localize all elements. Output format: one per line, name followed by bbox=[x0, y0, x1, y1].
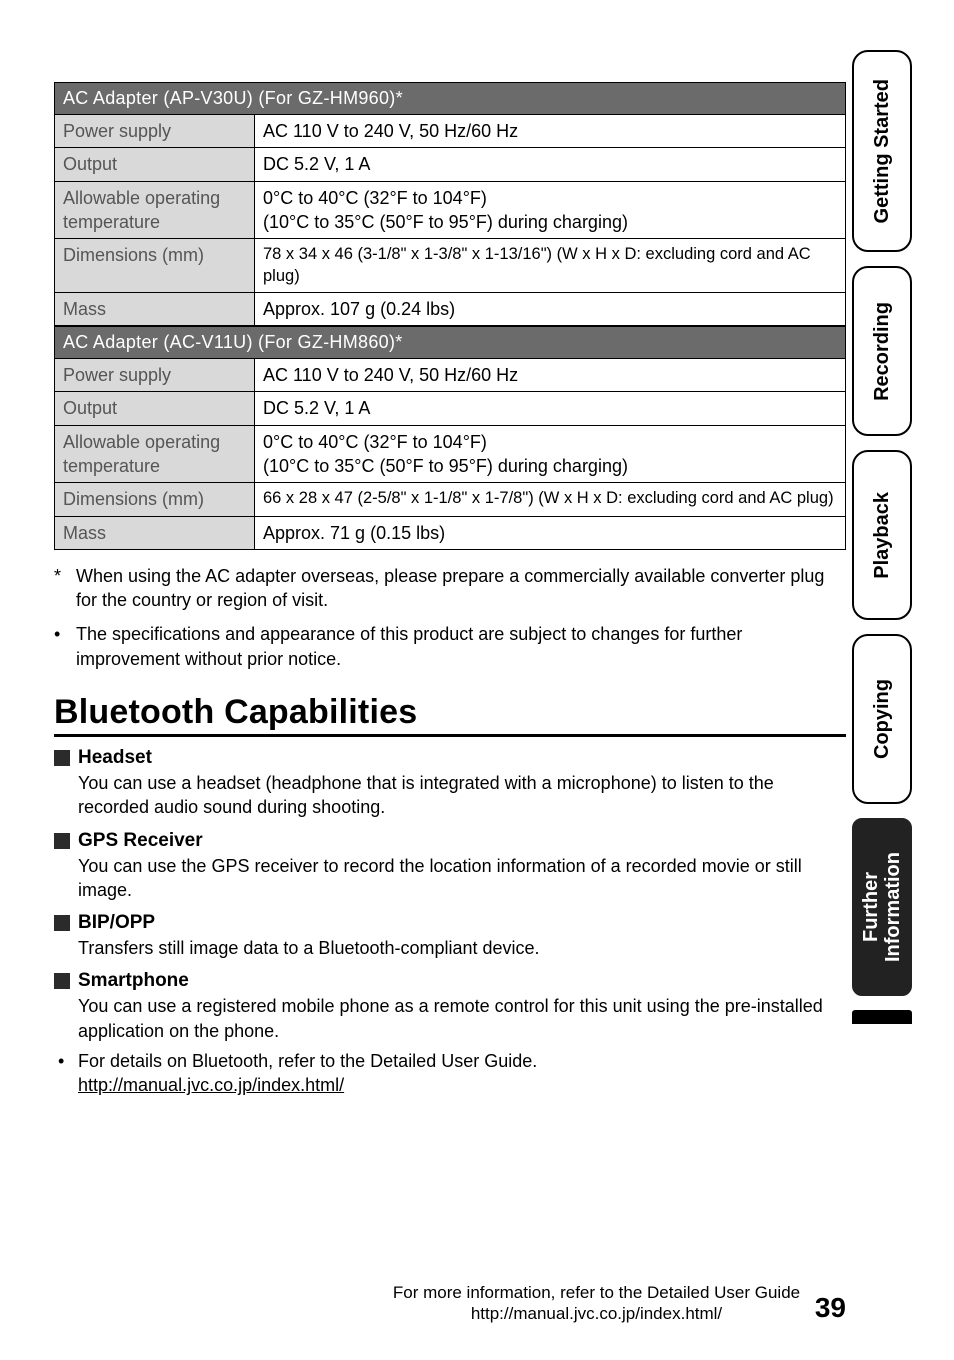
page-footer: For more information, refer to the Detai… bbox=[54, 1282, 846, 1325]
tab-label: Getting Started bbox=[871, 79, 894, 223]
square-bullet-icon bbox=[54, 973, 70, 989]
row-label: Power supply bbox=[55, 359, 255, 392]
row-value: Approx. 71 g (0.15 lbs) bbox=[255, 516, 846, 549]
row-value: DC 5.2 V, 1 A bbox=[255, 392, 846, 425]
bt-footnote: • For details on Bluetooth, refer to the… bbox=[58, 1049, 846, 1098]
bt-item-title: Smartphone bbox=[78, 970, 189, 992]
footer-line1: For more information, refer to the Detai… bbox=[393, 1283, 800, 1302]
bullet-icon: • bbox=[58, 1049, 78, 1098]
bt-footnote-text: For details on Bluetooth, refer to the D… bbox=[78, 1051, 537, 1071]
row-label: Output bbox=[55, 392, 255, 425]
footer-line2: http://manual.jvc.co.jp/index.html/ bbox=[471, 1304, 722, 1323]
bt-item-body: You can use a headset (headphone that is… bbox=[78, 771, 846, 820]
row-value: 0°C to 40°C (32°F to 104°F) (10°C to 35°… bbox=[255, 181, 846, 239]
bt-item-body: You can use the GPS receiver to record t… bbox=[78, 854, 846, 903]
bt-item: Headset You can use a headset (headphone… bbox=[54, 747, 846, 820]
row-label: Dimensions (mm) bbox=[55, 483, 255, 516]
square-bullet-icon bbox=[54, 915, 70, 931]
row-label: Power supply bbox=[55, 115, 255, 148]
tab-getting-started[interactable]: Getting Started bbox=[852, 50, 912, 252]
bt-footnote-link[interactable]: http://manual.jvc.co.jp/index.html/ bbox=[78, 1075, 344, 1095]
note-mark: * bbox=[54, 564, 76, 613]
note-text: The specifications and appearance of thi… bbox=[76, 622, 846, 671]
row-value: 0°C to 40°C (32°F to 104°F) (10°C to 35°… bbox=[255, 425, 846, 483]
table-header: AC Adapter (AC-V11U) (For GZ-HM860)* bbox=[55, 327, 846, 359]
tab-recording[interactable]: Recording bbox=[852, 266, 912, 436]
bt-item: BIP/OPP Transfers still image data to a … bbox=[54, 912, 846, 960]
side-tabs: Getting Started Recording Playback Copyi… bbox=[852, 50, 912, 1024]
note-text: When using the AC adapter overseas, plea… bbox=[76, 564, 846, 613]
bt-item-body: Transfers still image data to a Bluetoot… bbox=[78, 936, 846, 960]
square-bullet-icon bbox=[54, 833, 70, 849]
bt-item-title: BIP/OPP bbox=[78, 912, 155, 934]
bt-item-title: Headset bbox=[78, 747, 152, 769]
tab-playback[interactable]: Playback bbox=[852, 450, 912, 620]
tab-label: Further Information bbox=[860, 852, 904, 962]
square-bullet-icon bbox=[54, 750, 70, 766]
tab-further-information[interactable]: Further Information bbox=[852, 818, 912, 996]
row-value: Approx. 107 g (0.24 lbs) bbox=[255, 292, 846, 325]
row-value: AC 110 V to 240 V, 50 Hz/60 Hz bbox=[255, 359, 846, 392]
tab-copying[interactable]: Copying bbox=[852, 634, 912, 804]
table-header: AC Adapter (AP-V30U) (For GZ-HM960)* bbox=[55, 83, 846, 115]
notes: * When using the AC adapter overseas, pl… bbox=[54, 564, 846, 671]
tab-end-bar bbox=[852, 1010, 912, 1024]
note-mark: • bbox=[54, 622, 76, 671]
row-label: Output bbox=[55, 148, 255, 181]
tab-label: Copying bbox=[871, 679, 894, 759]
row-label: Dimensions (mm) bbox=[55, 239, 255, 293]
bt-item: GPS Receiver You can use the GPS receive… bbox=[54, 830, 846, 903]
page-number: 39 bbox=[815, 1292, 846, 1324]
bt-item-body: You can use a registered mobile phone as… bbox=[78, 994, 846, 1043]
row-label: Allowable operating temperature bbox=[55, 181, 255, 239]
row-value: AC 110 V to 240 V, 50 Hz/60 Hz bbox=[255, 115, 846, 148]
bt-item: Smartphone You can use a registered mobi… bbox=[54, 970, 846, 1043]
section-title: Bluetooth Capabilities bbox=[54, 693, 846, 737]
row-label: Mass bbox=[55, 516, 255, 549]
main-content: AC Adapter (AP-V30U) (For GZ-HM960)* Pow… bbox=[54, 82, 846, 1098]
spec-table-1: AC Adapter (AP-V30U) (For GZ-HM960)* Pow… bbox=[54, 82, 846, 326]
row-label: Allowable operating temperature bbox=[55, 425, 255, 483]
row-label: Mass bbox=[55, 292, 255, 325]
row-value: 78 x 34 x 46 (3-1/8" x 1-3/8" x 1-13/16"… bbox=[255, 239, 846, 293]
tab-label: Recording bbox=[871, 302, 894, 401]
row-value: 66 x 28 x 47 (2-5/8" x 1-1/8" x 1-7/8") … bbox=[255, 483, 846, 516]
bt-item-title: GPS Receiver bbox=[78, 830, 203, 852]
spec-table-2: AC Adapter (AC-V11U) (For GZ-HM860)* Pow… bbox=[54, 326, 846, 550]
row-value: DC 5.2 V, 1 A bbox=[255, 148, 846, 181]
tab-label: Playback bbox=[871, 492, 894, 579]
